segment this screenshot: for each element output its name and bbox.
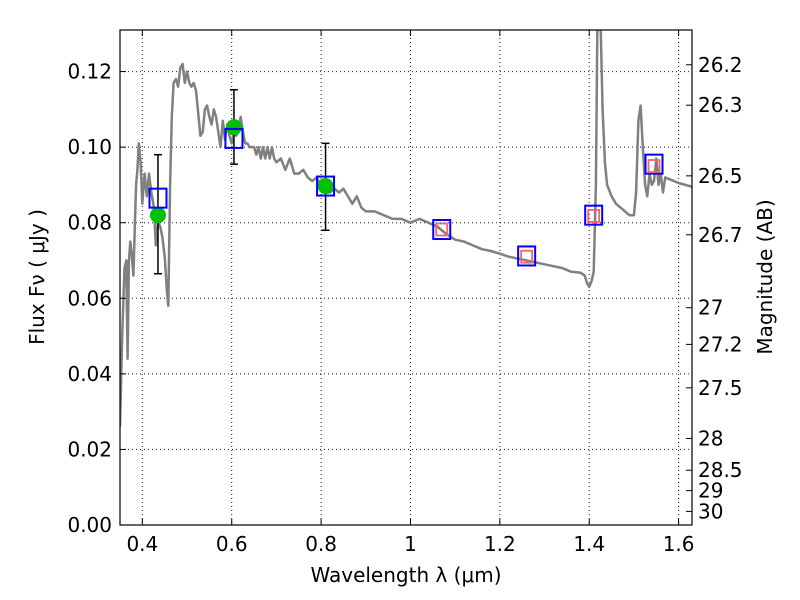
right-tick-label: 28	[698, 426, 723, 450]
right-tick-label: 27.5	[698, 376, 743, 400]
observed-flux-point	[225, 119, 242, 136]
series-layer	[120, 30, 692, 427]
y-tick-label: 0.08	[67, 211, 112, 235]
y-tick-label: 0.10	[67, 135, 112, 159]
model-photometry-box	[148, 187, 168, 209]
x-axis-label: Wavelength λ (μm)	[310, 563, 501, 587]
model-photometry-box	[432, 219, 452, 241]
right-tick-label: 26.2	[698, 53, 743, 77]
model-photometry-box	[316, 175, 336, 197]
upper-limit-box	[435, 222, 449, 237]
right-tick-label: 30	[698, 499, 723, 523]
sed-model-line	[120, 30, 692, 427]
y-tick-label: 0.04	[67, 362, 112, 386]
x-tick-label: 1.6	[663, 532, 695, 556]
x-tick-label: 1.4	[573, 532, 605, 556]
model-photometry-box	[517, 245, 537, 267]
right-tick-label: 28.5	[698, 458, 743, 482]
model-photometry-box	[584, 204, 604, 226]
observed-flux-point	[317, 178, 334, 195]
right-tick-label: 26.5	[698, 164, 743, 188]
right-tick-label: 26.7	[698, 223, 743, 247]
x-tick-label: 1.2	[484, 532, 516, 556]
model-photometry-box	[224, 127, 244, 149]
right-tick-label: 29	[698, 479, 723, 503]
x-tick-label: 0.4	[126, 532, 158, 556]
x-tick-label: 1	[404, 532, 417, 556]
observed-flux-point	[149, 207, 166, 224]
plot-frame	[119, 29, 693, 526]
right-axis-label: Magnitude (AB)	[753, 199, 777, 354]
right-tick-label: 27.2	[698, 332, 743, 356]
y-tick-label: 0.00	[67, 513, 112, 537]
upper-limit-box	[520, 249, 534, 264]
y-tick-label: 0.02	[67, 437, 112, 461]
y-tick-label: 0.06	[67, 286, 112, 310]
right-tick-label: 27	[698, 296, 723, 320]
x-tick-label: 0.6	[216, 532, 248, 556]
y-axis-label: Flux Fν ( μJy )	[25, 209, 49, 345]
x-tick-label: 0.8	[305, 532, 337, 556]
upper-limit-box	[647, 159, 661, 173]
y-tick-label: 0.12	[67, 60, 112, 84]
series-clip-group	[120, 30, 692, 427]
upper-limit-box	[587, 209, 601, 223]
right-tick-label: 26.3	[698, 93, 743, 117]
model-photometry-box	[644, 153, 664, 175]
tick-layer: 0.4 0.6 0.8 1 1.2 1.4 1.6 0.00 0.02 0.04 0.06 0.08 0…	[67, 30, 743, 556]
